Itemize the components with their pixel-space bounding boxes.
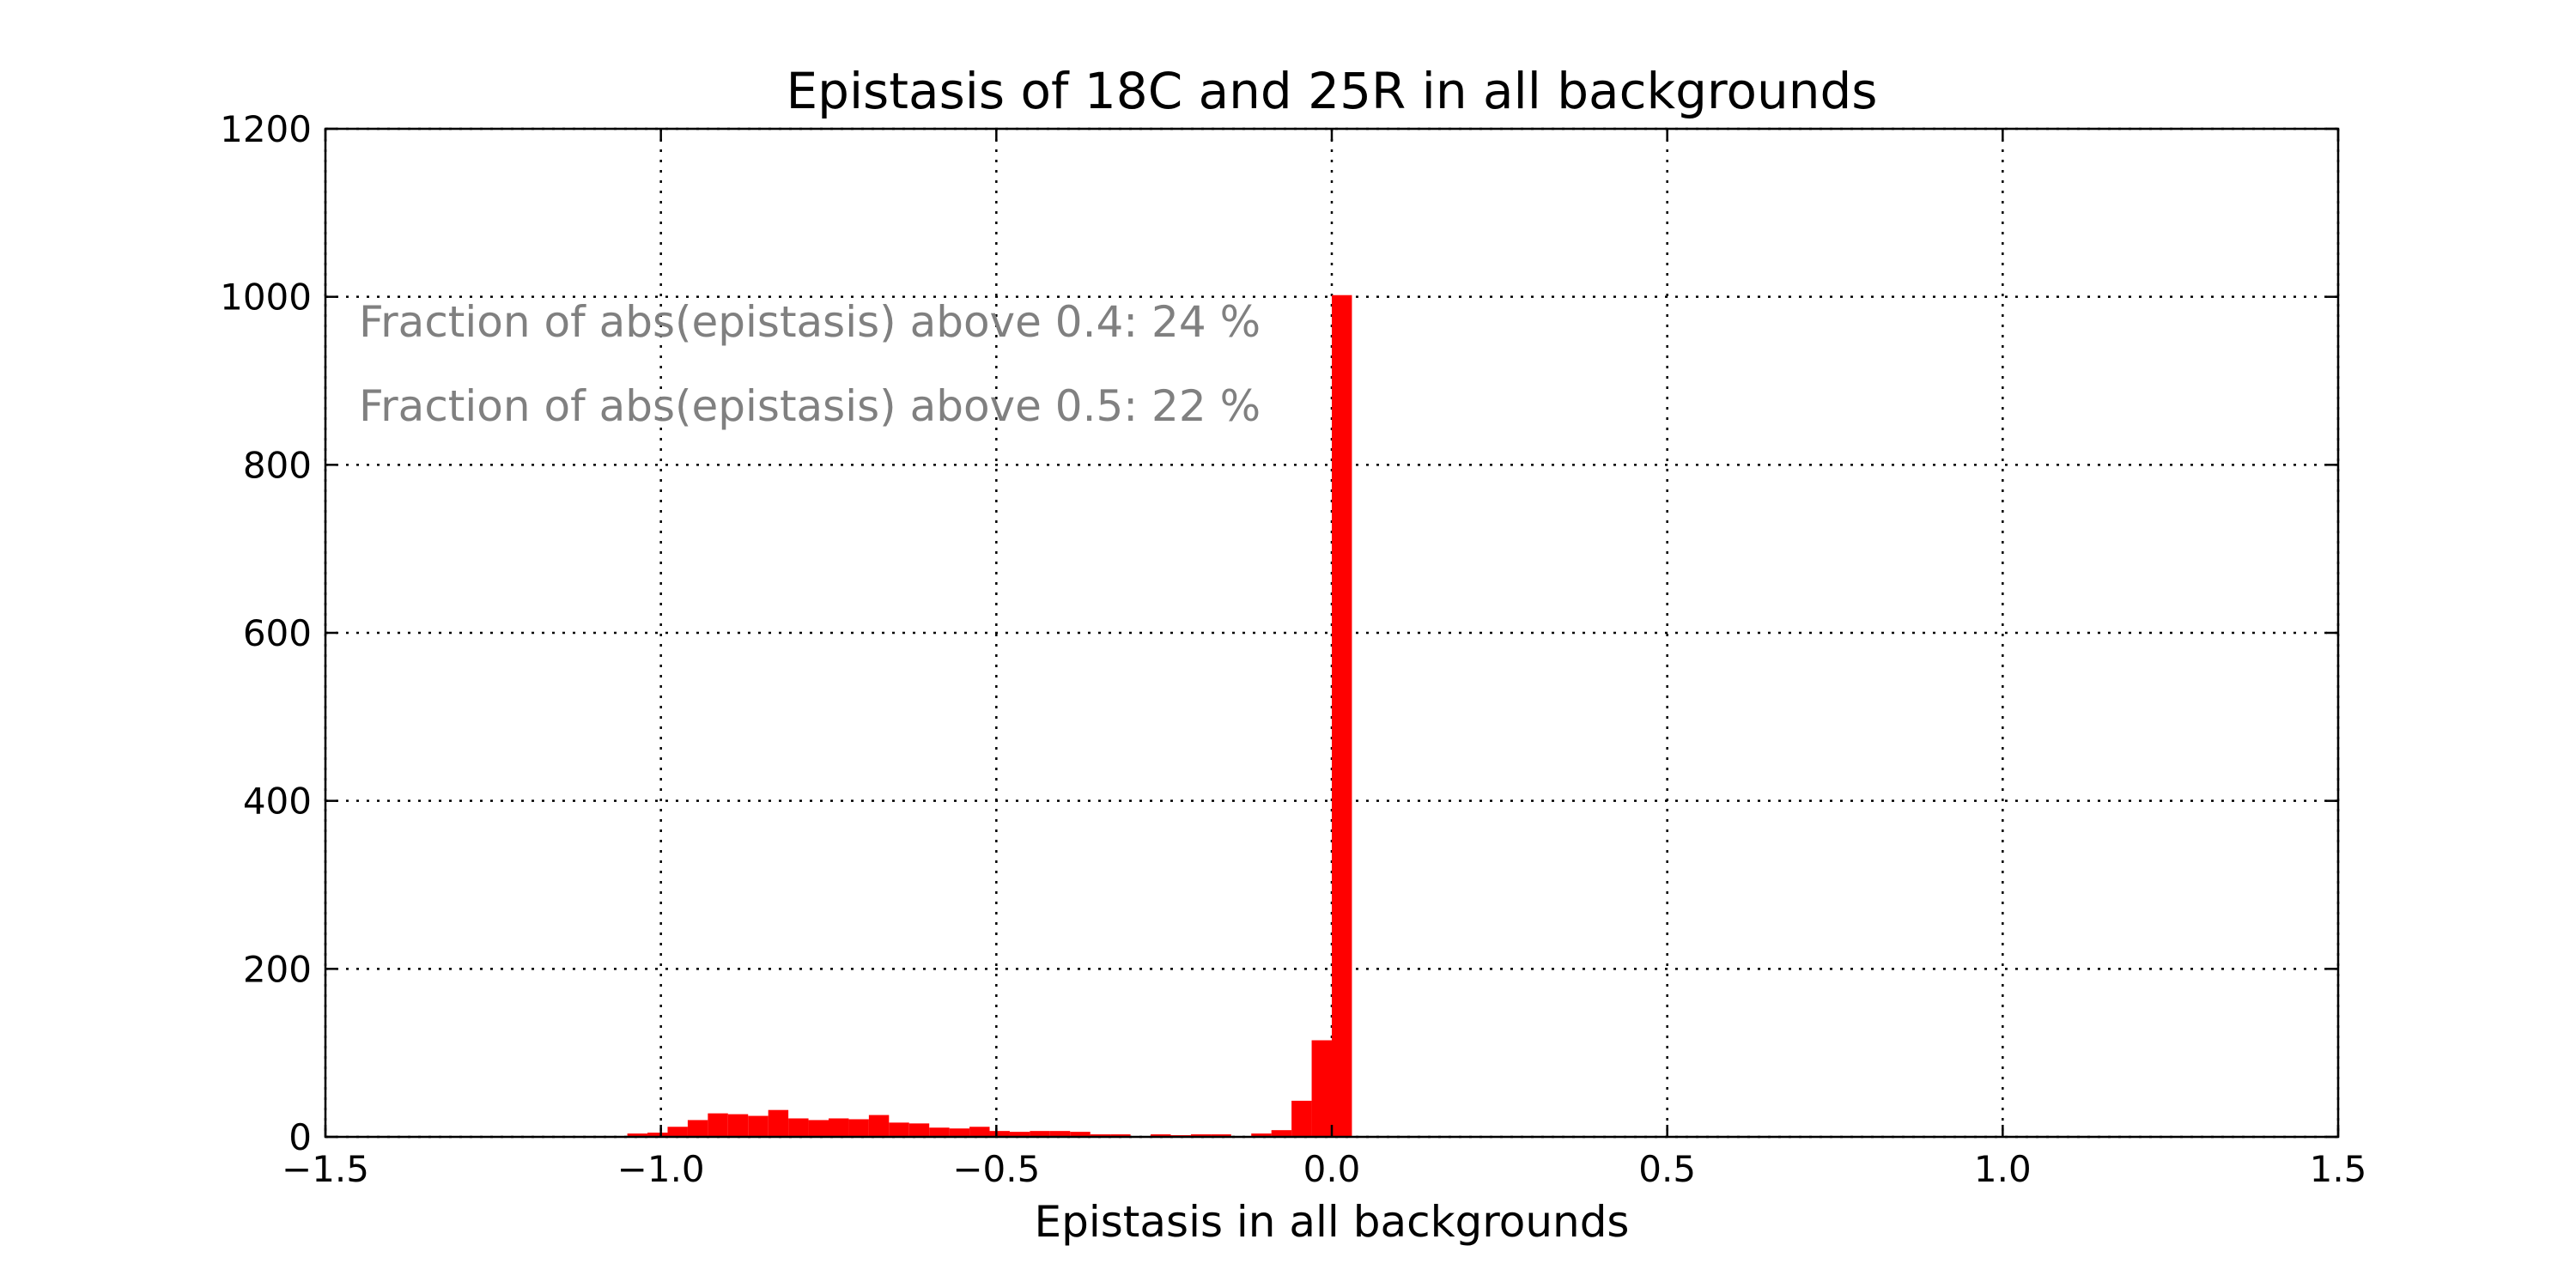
x-tick-label: 0.0	[1303, 1148, 1361, 1190]
histogram-bar	[1271, 1130, 1292, 1137]
histogram-bar	[908, 1123, 930, 1137]
histogram-bar	[949, 1128, 970, 1137]
x-tick-label: −1.5	[282, 1148, 369, 1190]
histogram-bar	[1090, 1134, 1111, 1137]
histogram-bar	[687, 1120, 708, 1137]
histogram-bar	[1291, 1100, 1312, 1137]
y-tick-label: 400	[243, 781, 312, 823]
histogram-bar	[1332, 295, 1352, 1138]
histogram-bar	[868, 1115, 890, 1137]
histogram-bar	[667, 1127, 688, 1137]
x-tick-labels: −1.5 −1.0 −0.5 0.0 0.5 1.0 1.5	[282, 1148, 2366, 1190]
histogram-bar	[969, 1127, 990, 1137]
y-tick-label: 1200	[220, 108, 312, 150]
histogram-bar	[788, 1118, 809, 1137]
annotation-fraction-above-0-4: Fraction of abs(epistasis) above 0.4: 24…	[359, 297, 1261, 347]
histogram-bar	[748, 1115, 769, 1137]
annotation-fraction-above-0-5: Fraction of abs(epistasis) above 0.5: 22…	[359, 381, 1261, 431]
y-tick-label: 600	[243, 612, 312, 654]
chart-title: Epistasis of 18C and 25R in all backgrou…	[786, 62, 1877, 120]
histogram-bar	[929, 1127, 950, 1137]
histogram-bar	[708, 1113, 728, 1137]
histogram-bars	[627, 295, 1352, 1138]
histogram-bar	[889, 1122, 909, 1137]
histogram-bar	[1190, 1134, 1212, 1137]
y-tick-label: 1000	[220, 276, 312, 319]
histogram-bar	[1049, 1131, 1071, 1137]
histogram-bar	[848, 1119, 869, 1137]
x-tick-label: 1.5	[2310, 1148, 2367, 1190]
histogram-bar	[627, 1133, 648, 1137]
histogram-bar	[768, 1109, 789, 1137]
histogram-bar	[647, 1133, 668, 1137]
histogram-bar	[1311, 1040, 1332, 1137]
histogram-bar	[989, 1131, 1010, 1137]
y-tick-label: 0	[289, 1116, 312, 1158]
x-tick-label: 0.5	[1638, 1148, 1696, 1190]
histogram-bar	[1151, 1134, 1171, 1137]
y-tick-label: 800	[243, 444, 312, 486]
x-tick-label: −1.0	[617, 1148, 705, 1190]
histogram-bar	[829, 1118, 849, 1137]
histogram-bar	[1030, 1131, 1050, 1137]
histogram-bar	[727, 1114, 749, 1137]
x-tick-label: 1.0	[1974, 1148, 2032, 1190]
histogram-bar	[1251, 1133, 1272, 1137]
axis-ticks	[324, 127, 2340, 1139]
histogram-bar	[1070, 1132, 1091, 1137]
y-tick-label: 200	[243, 948, 312, 990]
histogram-bar	[1110, 1134, 1131, 1137]
x-axis-label: Epistasis in all backgrounds	[1035, 1197, 1630, 1247]
x-tick-label: −0.5	[952, 1148, 1040, 1190]
histogram-bar	[1009, 1132, 1030, 1137]
histogram-bar	[1211, 1134, 1231, 1137]
histogram-bar	[808, 1120, 829, 1137]
y-tick-labels: 0 200 400 600 800 1000 1200	[220, 108, 312, 1158]
